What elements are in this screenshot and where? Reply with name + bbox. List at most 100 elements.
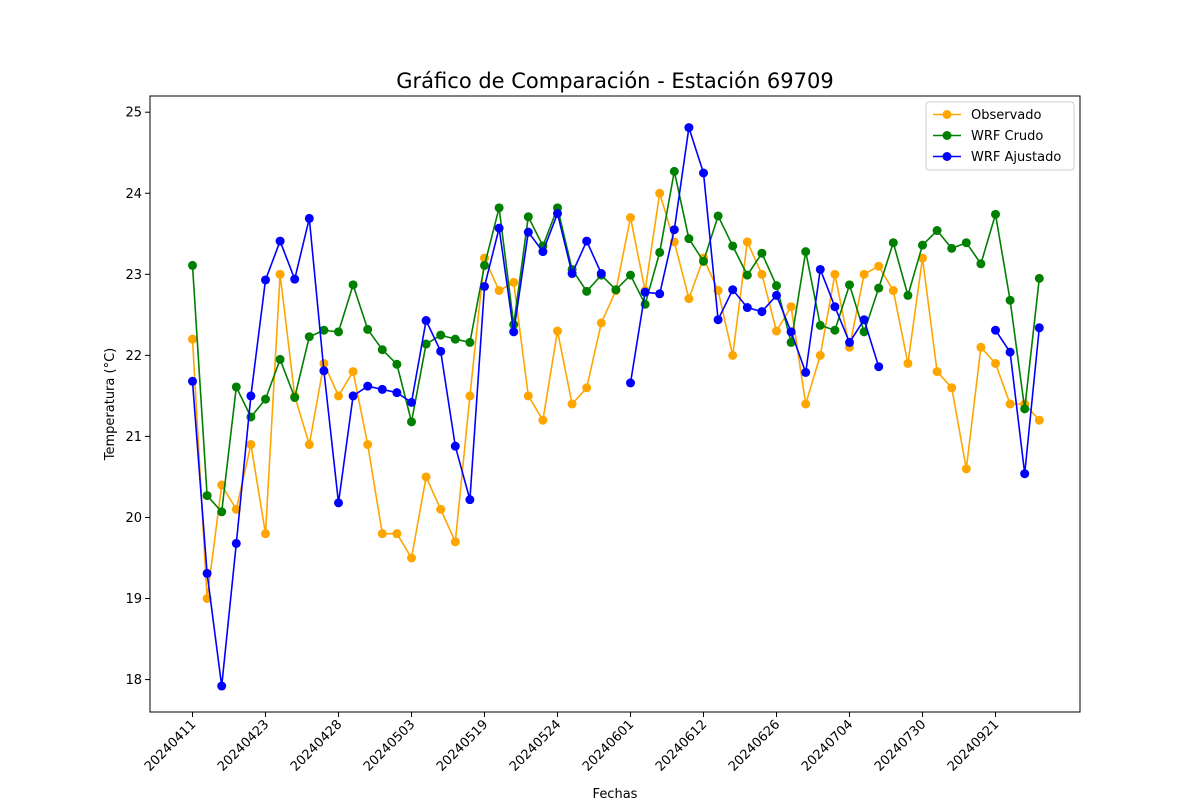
x-tick-label: 20240601 [580, 717, 637, 774]
data-point [786, 327, 796, 337]
y-tick-label: 22 [125, 349, 142, 364]
data-point [684, 294, 694, 304]
y-tick-label: 21 [125, 430, 142, 445]
data-point [655, 247, 665, 257]
data-point [261, 394, 270, 404]
legend-label: Observado [971, 108, 1042, 123]
data-point [480, 260, 489, 270]
data-point [918, 240, 927, 250]
data-point [1020, 404, 1030, 414]
data-point [874, 362, 884, 372]
data-point [932, 226, 942, 236]
data-point [669, 166, 679, 176]
data-point [407, 417, 416, 427]
data-point [436, 504, 446, 514]
data-point [523, 227, 533, 237]
data-point [319, 325, 329, 335]
data-point [363, 381, 373, 391]
data-point [465, 391, 475, 401]
data-point [421, 339, 431, 349]
data-point [582, 286, 592, 296]
data-point [188, 334, 197, 344]
legend-marker [942, 110, 952, 119]
data-point [465, 495, 475, 505]
data-point [991, 325, 1000, 335]
data-point [728, 241, 738, 251]
data-point [334, 391, 343, 401]
data-point [830, 269, 840, 279]
data-point [830, 325, 840, 335]
data-point [363, 440, 373, 450]
legend-marker [942, 152, 952, 161]
data-point [480, 281, 489, 291]
y-tick-label: 19 [125, 592, 142, 607]
data-point [859, 315, 869, 325]
x-tick-label: 20240503 [361, 717, 418, 774]
y-tick-label: 18 [125, 673, 142, 688]
data-point [699, 168, 708, 178]
legend-box [925, 101, 1075, 171]
data-point [640, 287, 650, 297]
data-point [728, 285, 738, 295]
data-point [363, 324, 373, 334]
data-point [874, 261, 884, 271]
series-layer [188, 123, 1044, 691]
data-point [436, 346, 446, 356]
data-point [699, 256, 708, 266]
data-point [188, 376, 197, 386]
data-point [918, 253, 927, 263]
data-point [742, 270, 752, 280]
data-point [290, 274, 300, 284]
data-point [845, 280, 854, 290]
x-tick-label: 20240626 [726, 717, 783, 774]
data-point [874, 283, 884, 293]
data-point [450, 334, 460, 344]
data-point [713, 211, 723, 221]
data-point [947, 243, 957, 253]
x-tick-label: 20240524 [507, 717, 564, 774]
data-point [523, 391, 533, 401]
data-point [1034, 273, 1044, 283]
data-point [334, 327, 343, 337]
series-line [191, 212, 603, 687]
data-point [553, 326, 562, 336]
x-axis-title: Fechas [593, 787, 638, 800]
data-point [334, 498, 343, 508]
data-point [421, 316, 431, 326]
data-point [596, 269, 606, 279]
data-point [494, 203, 504, 213]
series-wrf-crudo [188, 166, 1044, 517]
data-point [1005, 399, 1015, 409]
data-point [450, 537, 460, 547]
y-axis: 18 19 20 21 22 23 24 25 [125, 106, 150, 688]
data-point [275, 236, 285, 246]
series-observado [188, 188, 1044, 604]
data-point [684, 123, 694, 133]
data-point [217, 507, 227, 517]
data-point [947, 383, 957, 393]
data-point [815, 350, 825, 360]
data-point [801, 367, 811, 377]
data-point [319, 366, 329, 376]
data-point [494, 223, 504, 233]
x-axis: 20240411 20240423 20240428 20240503 20240519… [142, 712, 1002, 775]
data-point [538, 247, 548, 257]
data-point [626, 213, 635, 223]
data-point [757, 248, 767, 258]
x-tick-label: 20240730 [872, 717, 929, 774]
x-tick-label: 20240428 [288, 717, 345, 774]
data-point [859, 269, 869, 279]
data-point [1034, 415, 1044, 425]
data-point [669, 225, 679, 235]
series-wrf-ajustado [188, 123, 1044, 691]
x-tick-label: 20240704 [799, 717, 856, 774]
data-point [275, 354, 285, 364]
data-point [991, 358, 1000, 368]
data-point [348, 280, 358, 290]
data-point [377, 529, 387, 539]
series-line [994, 327, 1041, 475]
data-point [290, 393, 300, 403]
data-point [772, 290, 781, 300]
x-tick-label: 20240519 [434, 717, 491, 774]
series-line [629, 126, 880, 384]
